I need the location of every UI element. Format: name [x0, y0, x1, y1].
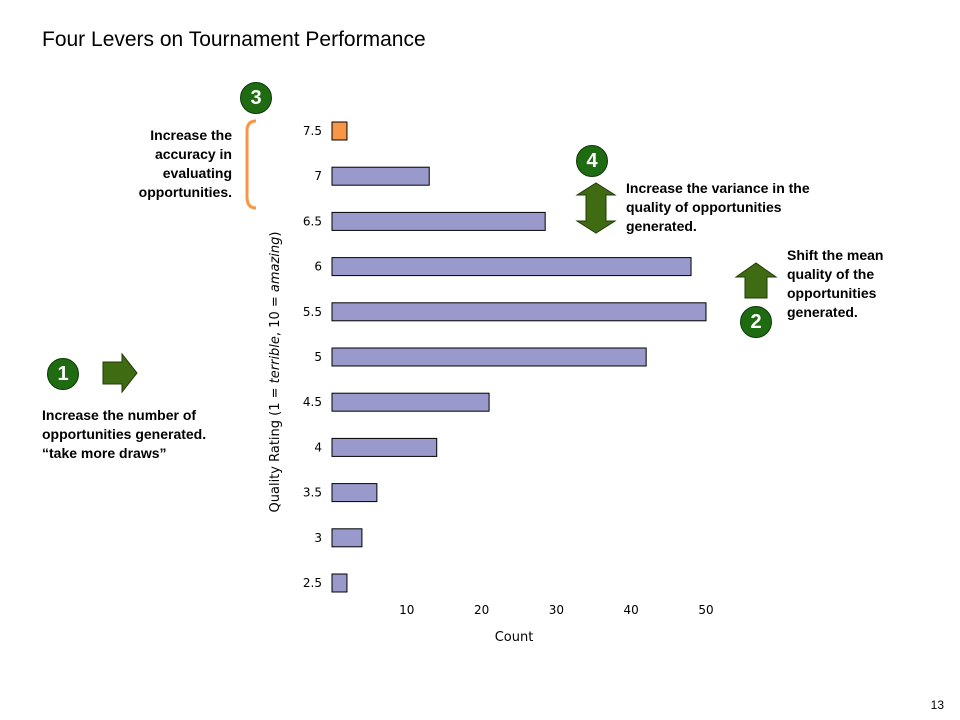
bar-3: [331, 528, 363, 548]
bracket-icon: [245, 119, 257, 210]
lever-4-line: Increase the variance in the: [626, 180, 810, 196]
lever-3-note: Increase the accuracy in evaluating oppo…: [100, 126, 232, 202]
y-tick-label: 4.5: [303, 395, 322, 409]
x-axis-label: Count: [495, 630, 534, 645]
x-tick-label: 40: [624, 603, 639, 617]
bar-7: [331, 166, 430, 186]
lever-2-line: generated.: [787, 304, 858, 320]
lever-4-line: generated.: [626, 218, 697, 234]
slide-title: Four Levers on Tournament Performance: [42, 28, 426, 51]
lever-2-line: Shift the mean: [787, 247, 884, 263]
y-tick-label: 3.5: [303, 486, 322, 500]
lever-2-line: quality of the: [787, 266, 875, 282]
lever-4-badge: 4: [576, 145, 608, 177]
arrow-right-icon: [102, 352, 138, 394]
y-tick-label: 6.5: [303, 214, 322, 228]
y-tick-label: 7.5: [303, 124, 322, 138]
arrow-up-icon: [734, 262, 778, 299]
y-tick-label: 3: [314, 531, 322, 545]
lever-4-line: quality of opportunities: [626, 199, 782, 215]
lever-1-note: Increase the number of opportunities gen…: [42, 406, 206, 463]
lever-3-line: evaluating: [162, 165, 232, 181]
lever-3-line: accuracy in: [154, 146, 232, 162]
lever-3-line: opportunities.: [138, 184, 232, 200]
x-tick-label: 50: [698, 603, 713, 617]
bar-2.5: [331, 573, 348, 593]
lever-3-line: Increase the: [150, 127, 232, 143]
lever-2-note: Shift the mean quality of the opportunit…: [787, 246, 883, 322]
bar-3.5: [331, 483, 378, 503]
bar-5: [331, 347, 647, 367]
bar-4.5: [331, 392, 490, 412]
x-tick-label: 30: [549, 603, 564, 617]
bar-6.5: [331, 211, 546, 231]
bar-7.5: [331, 121, 348, 141]
y-tick-label: 5: [314, 350, 322, 364]
x-tick-label: 20: [474, 603, 489, 617]
y-tick-label: 4: [314, 440, 322, 454]
bar-6: [331, 257, 692, 277]
y-axis-label: Quality Rating (1 = terrible, 10 = amazi…: [268, 232, 283, 513]
lever-1-badge: 1: [47, 358, 79, 390]
lever-1-line: Increase the number of: [42, 407, 197, 423]
lever-1-line: “take more draws”: [42, 445, 167, 461]
page-number: 13: [930, 698, 944, 712]
lever-2-badge: 2: [740, 306, 772, 338]
y-tick-label: 5.5: [303, 305, 322, 319]
x-tick-label: 10: [399, 603, 414, 617]
lever-2-line: opportunities: [787, 285, 877, 301]
bar-4: [331, 437, 438, 457]
lever-1-line: opportunities generated.: [42, 426, 207, 442]
lever-3-badge: 3: [240, 82, 272, 114]
y-tick-label: 2.5: [303, 576, 322, 590]
bar-5.5: [331, 302, 707, 322]
lever-4-note: Increase the variance in the quality of …: [626, 179, 810, 236]
arrow-up-down-icon: [575, 182, 617, 234]
y-tick-label: 6: [314, 260, 322, 274]
y-tick-label: 7: [314, 169, 322, 183]
